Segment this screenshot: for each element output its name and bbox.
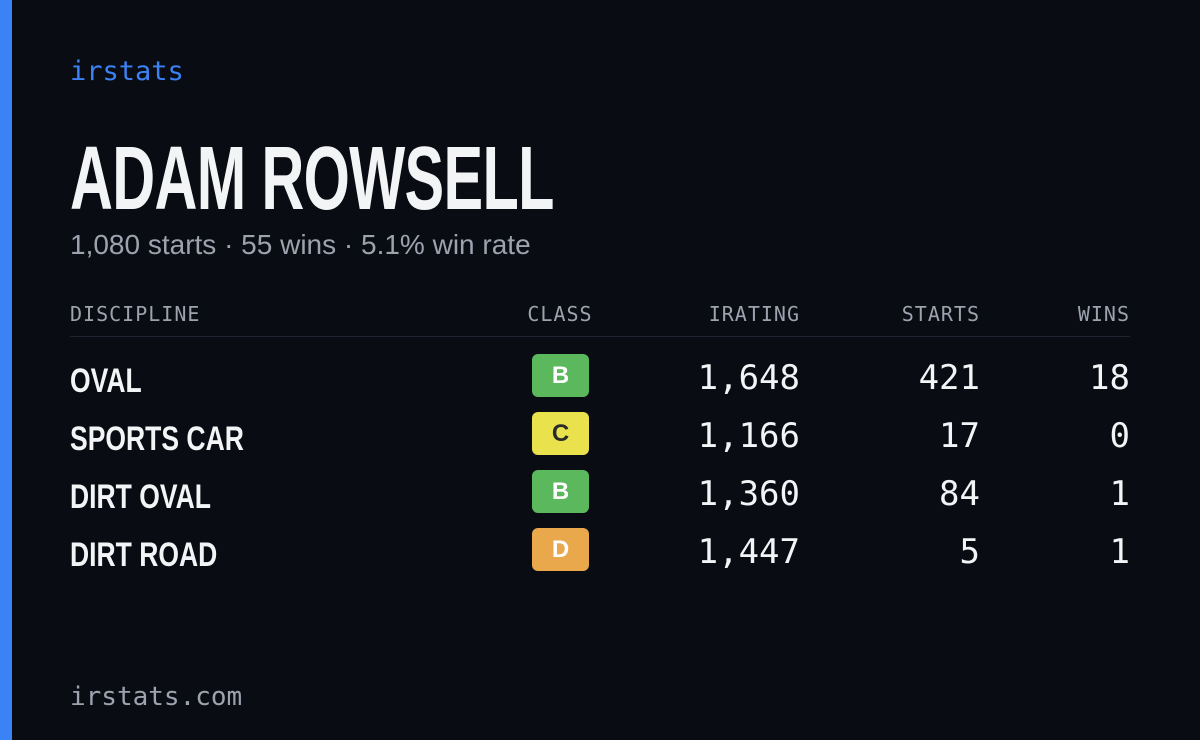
brand: irstats: [70, 56, 184, 87]
column-header: CLASS: [527, 302, 593, 326]
wins: 0: [1109, 416, 1130, 456]
discipline: SPORTS CAR: [70, 420, 244, 458]
summary: 1,080 starts · 55 wins · 5.1% win rate: [70, 229, 531, 260]
discipline: OVAL: [70, 362, 142, 400]
starts: 421: [918, 358, 980, 398]
class-badge: C: [532, 412, 589, 455]
class-badge: B: [532, 354, 589, 397]
discipline: DIRT ROAD: [70, 536, 218, 574]
discipline: DIRT OVAL: [70, 478, 211, 516]
column-header: WINS: [1077, 302, 1130, 326]
wins: 18: [1089, 358, 1130, 398]
class-badge: D: [532, 528, 589, 571]
irating: 1,360: [697, 474, 800, 514]
wins: 1: [1109, 532, 1130, 572]
column-header: STARTS: [901, 302, 980, 326]
column-header: IRATING: [708, 302, 800, 326]
irating: 1,447: [697, 532, 800, 572]
footer-url: irstats.com: [70, 682, 243, 712]
column-header: DISCIPLINE: [70, 302, 201, 326]
accent-bar: [0, 0, 12, 740]
class-badge: B: [532, 470, 589, 513]
starts: 84: [939, 474, 980, 514]
starts: 5: [959, 532, 980, 572]
irating: 1,648: [697, 358, 800, 398]
divider: [70, 336, 1130, 337]
driver-name: ADAM ROWSELL: [70, 129, 554, 229]
irating: 1,166: [697, 416, 800, 456]
wins: 1: [1109, 474, 1130, 514]
starts: 17: [939, 416, 980, 456]
